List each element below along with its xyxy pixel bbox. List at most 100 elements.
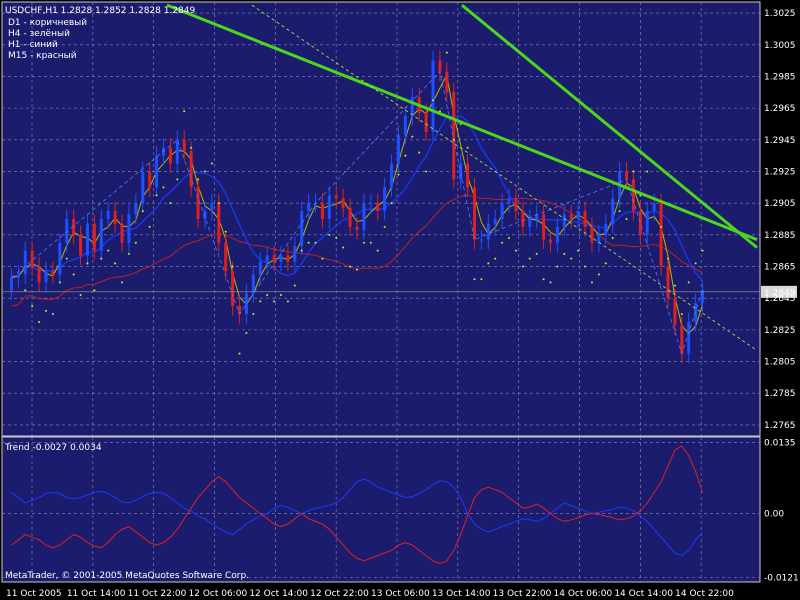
- sar-dot: [45, 309, 48, 312]
- candle-body: [16, 274, 20, 278]
- candle-body: [251, 274, 255, 294]
- sar-dot: [79, 294, 82, 297]
- y-tick-label: 1.2905: [764, 199, 796, 209]
- sar-dot: [542, 278, 545, 281]
- sar-dot: [286, 300, 289, 303]
- candle-body: [569, 214, 573, 219]
- sar-dot: [155, 194, 158, 197]
- y-tick-label: 1.2945: [764, 136, 796, 146]
- sar-dot: [141, 210, 144, 213]
- sar-dot: [190, 146, 193, 149]
- x-tick-label: 14 Oct 14:00: [614, 589, 673, 599]
- x-tick-label: 11 Oct 14:00: [67, 589, 126, 599]
- y-tick-label: 1.2785: [764, 389, 796, 399]
- candle-body: [625, 171, 629, 180]
- candle-body: [652, 203, 656, 212]
- sar-dot: [584, 265, 587, 268]
- sar-dot: [314, 241, 317, 244]
- sar-dot: [162, 186, 165, 189]
- y-tick-label: 1.2925: [764, 167, 796, 177]
- sar-dot: [114, 262, 117, 265]
- candle-body: [500, 203, 504, 219]
- candle-body: [355, 226, 359, 231]
- sar-dot: [51, 313, 54, 316]
- candle-body: [611, 198, 615, 224]
- sar-dot: [673, 284, 676, 287]
- candle-body: [79, 234, 83, 256]
- candle-body: [307, 203, 311, 212]
- indicator-y-tick-label: -0.0121: [764, 573, 799, 583]
- candle-body: [58, 242, 62, 275]
- candle-body: [238, 306, 242, 315]
- candle-body: [148, 171, 152, 188]
- channel-upper-line: [461, 4, 758, 249]
- candle-body: [549, 239, 553, 243]
- candle-body: [410, 97, 414, 117]
- candle-body: [155, 155, 159, 188]
- candle-body: [51, 271, 55, 275]
- y-tick-label: 1.2885: [764, 231, 796, 241]
- candle-body: [99, 219, 103, 251]
- candle-body: [604, 223, 608, 235]
- last-price-label: 1.2849: [764, 288, 796, 298]
- sar-dot: [217, 202, 220, 205]
- sar-dot: [197, 178, 200, 181]
- legend-entry: H1 - синий: [8, 40, 58, 50]
- candle-body: [217, 203, 221, 243]
- sar-dot: [494, 257, 497, 260]
- sar-dot: [632, 170, 635, 173]
- x-tick-label: 11 Oct 2005: [6, 589, 62, 599]
- y-tick-label: 1.2765: [764, 421, 796, 431]
- sar-dot: [100, 257, 103, 260]
- candle-body: [189, 150, 193, 188]
- sar-dot: [245, 332, 248, 335]
- candle-body: [555, 226, 559, 243]
- sar-dot: [86, 262, 89, 265]
- sar-dot: [293, 284, 296, 287]
- candle-body: [44, 271, 48, 283]
- candle-body: [507, 198, 511, 204]
- sar-dot: [452, 138, 455, 141]
- candle-body: [486, 223, 490, 240]
- candle-body: [562, 214, 566, 227]
- candle-body: [597, 234, 601, 243]
- x-tick-label: 12 Oct 14:00: [249, 589, 308, 599]
- sar-dot: [72, 273, 75, 276]
- candle-body: [514, 198, 518, 212]
- candle-body: [134, 203, 138, 215]
- candle-body: [362, 203, 366, 231]
- sar-dot: [590, 281, 593, 284]
- sar-dot: [259, 300, 262, 303]
- y-tick-label: 1.2805: [764, 358, 796, 368]
- candle-body: [472, 187, 476, 240]
- indicator-plot-area: [1, 436, 761, 583]
- parabolic-sar-dots: [24, 51, 704, 355]
- trend-series-1: [11, 445, 703, 565]
- candle-body: [286, 255, 290, 262]
- candle-body: [479, 239, 483, 241]
- candle-body: [182, 139, 186, 151]
- ma-h1-line: [11, 115, 703, 282]
- sar-dot: [356, 268, 358, 271]
- x-tick-label: 14 Oct 22:00: [675, 589, 734, 599]
- sar-dot: [266, 294, 269, 297]
- candle-body: [535, 214, 539, 219]
- candle-body: [23, 250, 27, 275]
- candle-body: [106, 211, 110, 219]
- sar-dot: [418, 151, 421, 154]
- candle-body: [272, 255, 276, 262]
- sar-dot: [238, 352, 241, 355]
- candle-body: [403, 116, 407, 136]
- sar-dot: [362, 241, 365, 244]
- legend-entry: M15 - красный: [8, 51, 77, 61]
- candle-body: [203, 211, 207, 219]
- sar-dot: [514, 249, 517, 252]
- sar-dot: [680, 313, 683, 316]
- sar-dot: [666, 257, 669, 260]
- candle-body: [528, 219, 532, 227]
- candle-body: [396, 135, 400, 164]
- y-tick-label: 1.2985: [764, 72, 796, 82]
- sar-dot: [618, 210, 621, 213]
- candle-body: [348, 207, 352, 227]
